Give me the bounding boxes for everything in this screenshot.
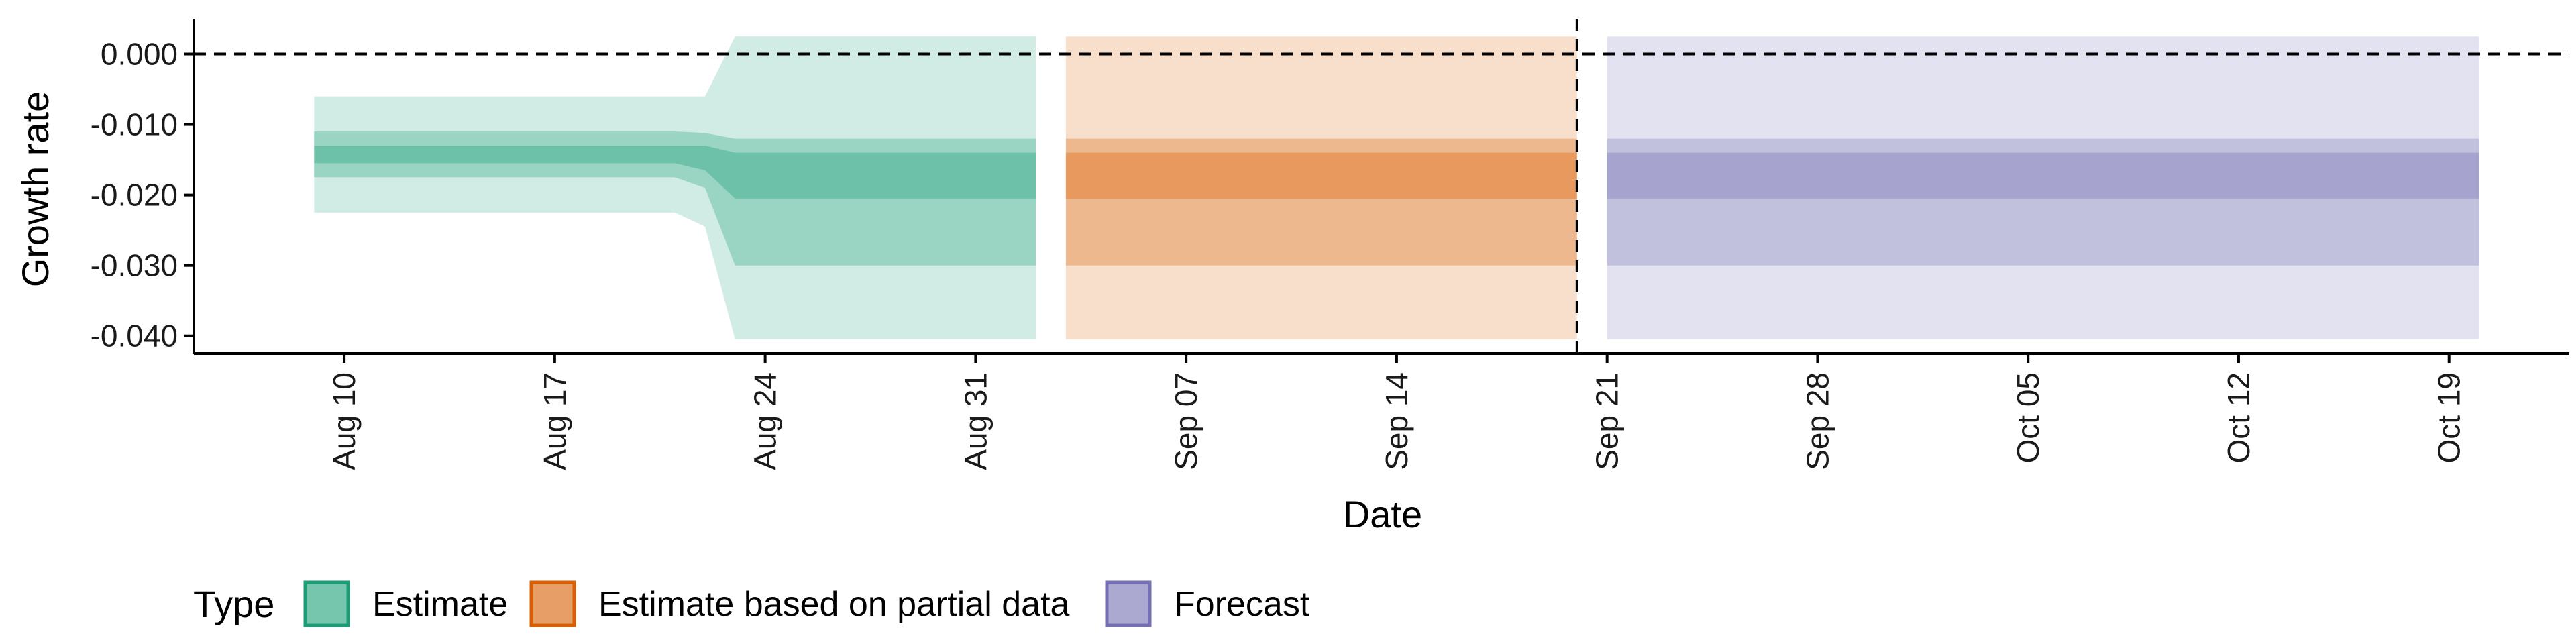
- x-tick-label: Sep 14: [1379, 372, 1414, 470]
- x-tick-label: Oct 19: [2432, 372, 2467, 464]
- legend-label: Forecast: [1174, 585, 1310, 624]
- legend-title: Type: [193, 583, 274, 625]
- y-tick-label: -0.020: [91, 178, 178, 213]
- ribbon-forecast-ci50: [1607, 138, 2479, 266]
- x-tick-label: Sep 07: [1169, 372, 1203, 470]
- y-tick-label: -0.010: [91, 107, 178, 142]
- y-axis-title: Growth rate: [14, 91, 56, 288]
- ribbon-estimate-ci90: [314, 36, 1036, 340]
- legend-key-forecast: [1105, 580, 1152, 627]
- ribbon-partial-ci20: [1065, 152, 1577, 199]
- x-tick-label: Aug 17: [537, 372, 572, 470]
- y-tick-label: -0.030: [91, 248, 178, 283]
- ribbon-partial-ci90: [1065, 36, 1577, 340]
- legend: Type Estimate Estimate based on partial d…: [193, 580, 1310, 627]
- x-axis-title: Date: [1343, 493, 1422, 535]
- x-tick-label: Oct 05: [2010, 372, 2045, 464]
- ribbon-partial-ci50: [1065, 138, 1577, 266]
- x-tick-label: Oct 12: [2221, 372, 2256, 464]
- legend-label: Estimate based on partial data: [598, 585, 1070, 624]
- x-tick-label: Aug 31: [958, 372, 993, 470]
- legend-key-partial: [529, 580, 576, 627]
- y-tick-label: -0.040: [91, 319, 178, 354]
- x-tick-label: Aug 24: [748, 372, 783, 470]
- x-tick-label: Sep 21: [1590, 372, 1625, 470]
- legend-key-estimate: [303, 580, 350, 627]
- ribbon-estimate-ci20: [314, 146, 1036, 199]
- legend-label: Estimate: [372, 585, 508, 624]
- axes: 0.000 -0.010 -0.020 -0.030 -0.040 Aug 10 Aug 1…: [91, 19, 2569, 470]
- x-tick-label: Sep 28: [1800, 372, 1835, 470]
- reference-lines: [194, 19, 2569, 354]
- ribbon-layer: [314, 36, 2479, 340]
- x-tick-label: Aug 10: [327, 372, 362, 470]
- ribbon-forecast-ci90: [1607, 36, 2479, 340]
- ribbon-forecast-ci20: [1607, 152, 2479, 199]
- y-tick-label: 0.000: [101, 37, 178, 72]
- ribbon-estimate-ci50: [314, 131, 1036, 266]
